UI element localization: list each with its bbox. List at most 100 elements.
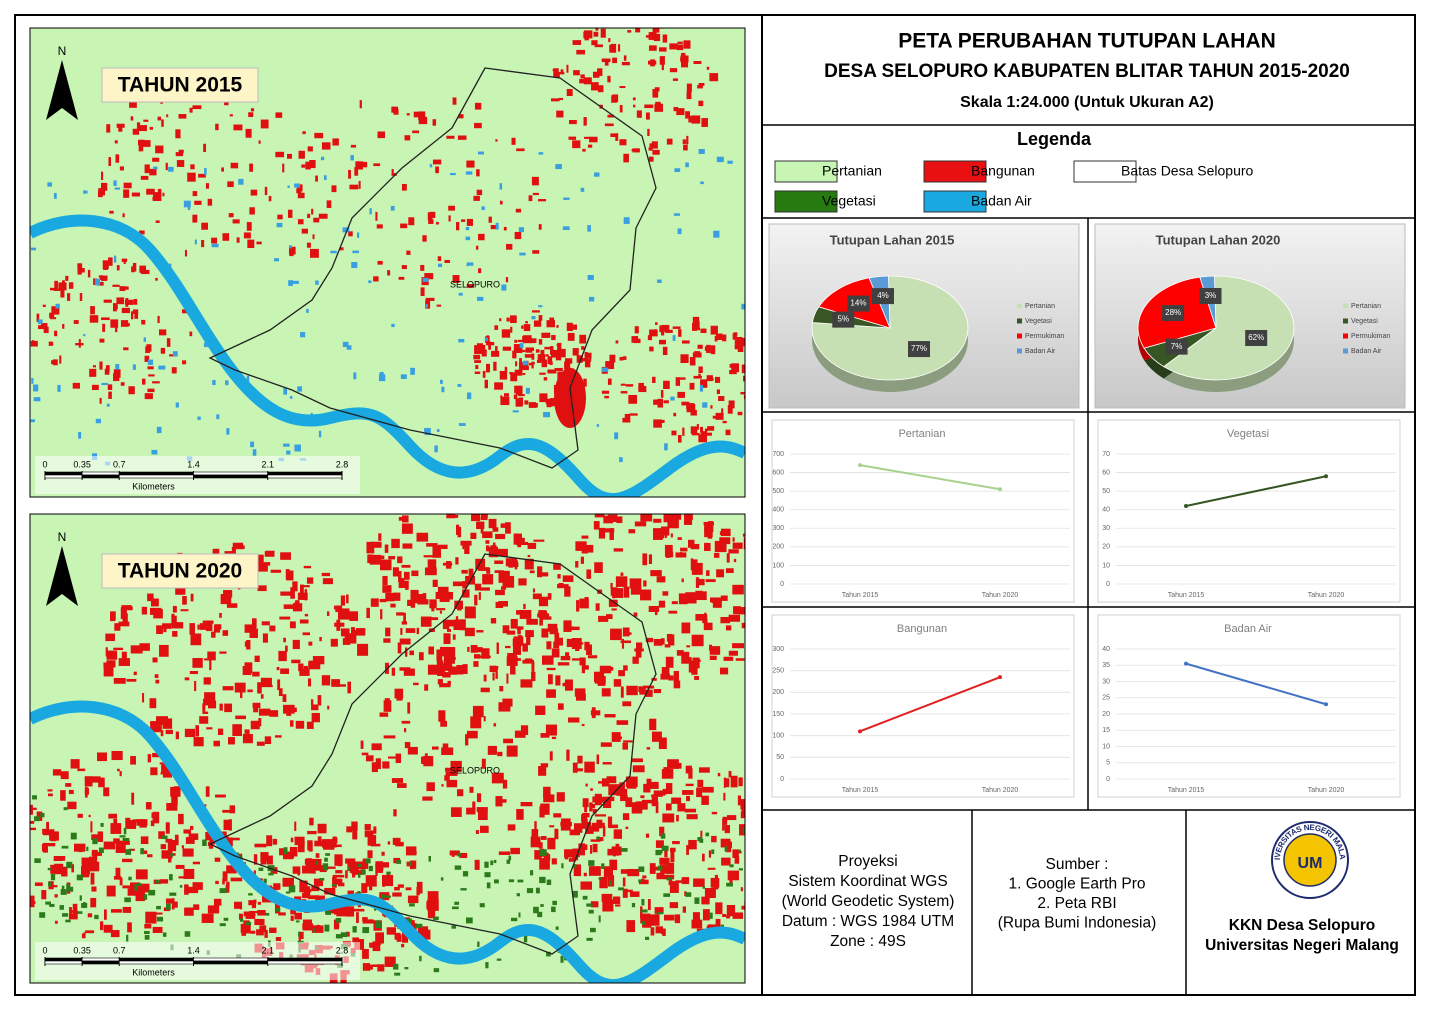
scalebar-segment <box>81 960 120 965</box>
cover-patch <box>698 148 705 154</box>
built-patch <box>661 63 664 71</box>
built-patch <box>437 544 448 550</box>
year-box <box>101 67 259 103</box>
y-tick-label: 20 <box>1102 711 1110 718</box>
built-patch <box>551 335 556 341</box>
built-patch <box>485 545 490 552</box>
built-patch <box>91 776 101 783</box>
built-patch <box>154 674 159 678</box>
built-patch <box>650 570 662 577</box>
built-patch <box>132 128 140 135</box>
built-patch <box>654 607 658 616</box>
built-patch <box>715 412 724 420</box>
built-patch <box>615 576 628 587</box>
built-patch <box>583 117 587 126</box>
cover-patch <box>741 303 745 310</box>
cover-patch <box>546 879 552 885</box>
built-patch <box>734 345 741 350</box>
built-patch <box>624 413 631 423</box>
north-letter: N <box>58 44 67 58</box>
built-patch <box>54 330 58 337</box>
chart-title: Pertanian <box>898 428 945 440</box>
built-patch <box>302 632 310 636</box>
built-patch <box>531 362 535 365</box>
built-patch <box>143 119 149 122</box>
built-patch <box>292 707 297 713</box>
built-patch <box>266 855 273 865</box>
built-patch <box>592 71 600 78</box>
built-patch <box>30 827 37 831</box>
built-patch <box>399 783 405 788</box>
built-patch <box>257 910 266 916</box>
built-patch <box>147 366 154 370</box>
built-patch <box>538 765 547 776</box>
built-patch <box>190 825 194 830</box>
built-patch <box>656 872 665 880</box>
cover-patch <box>31 377 34 384</box>
built-patch <box>175 586 186 595</box>
built-patch <box>123 189 130 198</box>
built-patch <box>612 588 624 598</box>
built-patch <box>375 211 378 221</box>
built-patch <box>223 819 232 831</box>
built-patch <box>369 942 376 948</box>
built-patch <box>170 853 176 856</box>
built-patch <box>144 164 150 174</box>
chart-title: Badan Air <box>1224 623 1272 635</box>
built-patch <box>346 594 349 604</box>
built-patch <box>686 91 692 100</box>
built-patch <box>110 613 116 622</box>
built-patch <box>601 688 611 697</box>
built-patch <box>393 840 400 844</box>
cover-patch <box>32 795 37 800</box>
built-patch <box>606 776 617 784</box>
scalebar-tick-label: 2.8 <box>336 945 349 955</box>
built-patch <box>99 275 108 280</box>
built-patch <box>739 824 745 836</box>
built-patch <box>652 28 660 33</box>
built-patch <box>382 761 390 769</box>
built-patch <box>608 38 611 43</box>
built-patch <box>174 901 178 908</box>
cover-patch <box>240 918 244 922</box>
built-patch <box>68 282 74 289</box>
built-patch <box>138 143 144 152</box>
built-patch <box>432 548 439 554</box>
cover-patch <box>699 838 704 843</box>
built-patch <box>672 841 680 845</box>
cover-patch <box>211 243 219 248</box>
built-patch <box>472 705 484 718</box>
scalebar-tick-label: 0.7 <box>113 459 126 469</box>
cover-patch <box>555 164 562 170</box>
built-patch <box>407 895 419 904</box>
built-patch <box>361 883 368 893</box>
built-patch <box>123 347 129 351</box>
cover-patch <box>425 304 428 308</box>
cover-patch <box>94 914 99 920</box>
built-patch <box>594 514 605 518</box>
cover-patch <box>252 449 257 456</box>
built-patch <box>229 114 233 117</box>
built-patch <box>541 332 551 338</box>
built-patch <box>726 553 730 563</box>
built-patch <box>683 514 693 525</box>
built-patch <box>375 863 380 868</box>
built-patch <box>540 763 549 768</box>
built-patch <box>494 570 504 573</box>
built-patch <box>201 913 214 923</box>
cover-patch <box>601 367 609 372</box>
built-patch <box>692 352 702 358</box>
built-patch <box>442 619 450 630</box>
built-patch <box>667 517 679 529</box>
built-patch <box>648 781 659 789</box>
built-patch <box>608 799 611 805</box>
built-patch <box>280 552 291 560</box>
legend-label: Batas Desa Selopuro <box>1121 163 1254 179</box>
built-patch <box>623 740 633 743</box>
built-patch <box>615 904 621 907</box>
built-patch <box>302 131 306 135</box>
built-patch <box>130 756 136 765</box>
cover-patch <box>396 859 402 864</box>
built-patch <box>683 40 691 49</box>
built-patch <box>565 652 570 659</box>
